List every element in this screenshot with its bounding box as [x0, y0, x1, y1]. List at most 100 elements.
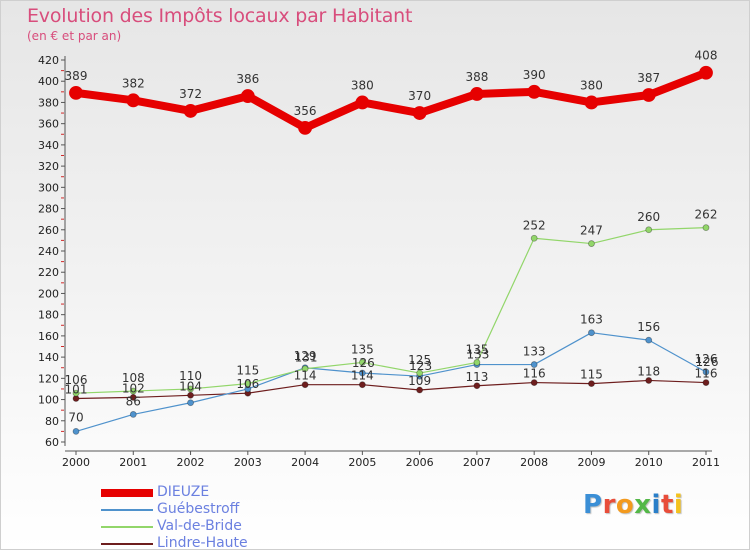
data-point: [416, 369, 424, 377]
data-label: 390: [523, 68, 546, 82]
data-point: [527, 84, 542, 99]
logo-letter: P: [583, 490, 603, 520]
data-point: [244, 380, 252, 388]
data-point: [69, 85, 83, 100]
data-label: 126: [695, 352, 718, 366]
series-line: [75, 332, 707, 432]
y-tick-label: 60: [45, 436, 59, 449]
series-lines: [69, 65, 713, 435]
y-tick-label: 380: [38, 96, 59, 109]
data-label: 123: [409, 359, 432, 373]
data-label: 131: [295, 351, 318, 365]
series-line: [72, 68, 710, 132]
data-labels: 389 382 372 386 356 380 370 388 390 380 387 408 70 86…: [65, 49, 719, 425]
x-tick-label: 2006: [406, 456, 434, 469]
data-label: 129: [294, 349, 317, 363]
axis-ticks: 60 80 100 120 140 160 180 200 220 240 260 280 300 320…: [38, 54, 720, 469]
data-point: [129, 394, 137, 401]
data-label: 102: [122, 381, 145, 395]
data-label: 106: [65, 373, 88, 387]
x-tick-label: 2010: [635, 456, 663, 469]
legend-label: Lindre-Haute: [157, 535, 248, 551]
data-label: 118: [637, 364, 660, 378]
series-line: [75, 227, 707, 394]
legend-label: Val-de-Bride: [157, 518, 242, 534]
x-tick-label: 2011: [692, 456, 720, 469]
legend-swatch: [101, 489, 153, 497]
x-tick-label: 2008: [520, 456, 548, 469]
data-label: 380: [351, 78, 374, 92]
data-label: 116: [523, 367, 546, 381]
logo-letter: i: [651, 490, 661, 520]
data-label: 356: [294, 104, 317, 118]
data-point: [72, 427, 80, 435]
x-tick-label: 2001: [119, 456, 147, 469]
data-label: 101: [65, 382, 88, 396]
data-point: [126, 93, 141, 108]
series-line: [75, 379, 707, 400]
data-point: [588, 380, 595, 388]
data-label: 125: [408, 353, 431, 367]
data-label: 135: [465, 342, 488, 356]
x-tick-label: 2005: [348, 456, 376, 469]
data-point: [702, 379, 710, 386]
data-point: [702, 368, 710, 376]
data-point: [129, 411, 137, 418]
data-label: 126: [352, 356, 375, 370]
legend-swatch: [101, 509, 153, 511]
data-point: [298, 121, 312, 135]
data-point: [187, 399, 194, 407]
x-tick-label: 2000: [62, 456, 90, 469]
data-point: [473, 382, 481, 390]
data-label: 70: [68, 410, 83, 424]
data-point: [645, 377, 653, 384]
chart-axes: [64, 56, 712, 452]
y-tick-label: 360: [38, 118, 59, 131]
y-tick-label: 300: [38, 181, 59, 194]
data-label: 116: [695, 367, 718, 381]
x-tick-label: 2004: [291, 456, 319, 469]
data-point: [301, 365, 309, 373]
data-point: [473, 359, 481, 366]
data-label: 135: [351, 342, 374, 356]
y-tick-label: 120: [38, 372, 59, 385]
data-label: 260: [637, 210, 660, 224]
data-point: [358, 369, 366, 377]
data-label: 115: [580, 368, 603, 382]
data-label: 372: [179, 87, 202, 101]
data-label: 262: [695, 208, 718, 222]
data-point: [240, 89, 255, 103]
legend-swatch: [101, 543, 153, 545]
data-label: 106: [236, 377, 259, 391]
data-label: 109: [408, 374, 431, 388]
data-label: 247: [580, 224, 603, 238]
data-point: [645, 226, 653, 234]
y-tick-label: 160: [38, 330, 59, 343]
y-tick-label: 240: [38, 245, 59, 258]
data-point: [355, 95, 370, 110]
data-point: [530, 379, 538, 386]
data-point: [470, 87, 484, 101]
data-label: 252: [523, 218, 546, 232]
data-point: [72, 389, 80, 397]
data-point: [416, 386, 424, 394]
data-point: [129, 387, 137, 395]
data-point: [530, 234, 538, 242]
y-tick-label: 140: [38, 351, 59, 364]
data-label: 133: [523, 345, 546, 359]
y-tick-label: 320: [38, 160, 59, 173]
data-point: [187, 391, 194, 399]
data-point: [412, 106, 427, 120]
x-tick-label: 2003: [234, 456, 262, 469]
y-tick-label: 100: [38, 394, 59, 407]
data-label: 408: [695, 49, 718, 63]
data-label: 114: [351, 369, 374, 383]
data-label: 108: [122, 371, 145, 385]
data-point: [358, 381, 366, 389]
logo-letter: r: [602, 490, 616, 520]
data-label: 86: [126, 394, 141, 408]
data-point: [584, 95, 599, 110]
y-tick-label: 180: [38, 309, 59, 322]
